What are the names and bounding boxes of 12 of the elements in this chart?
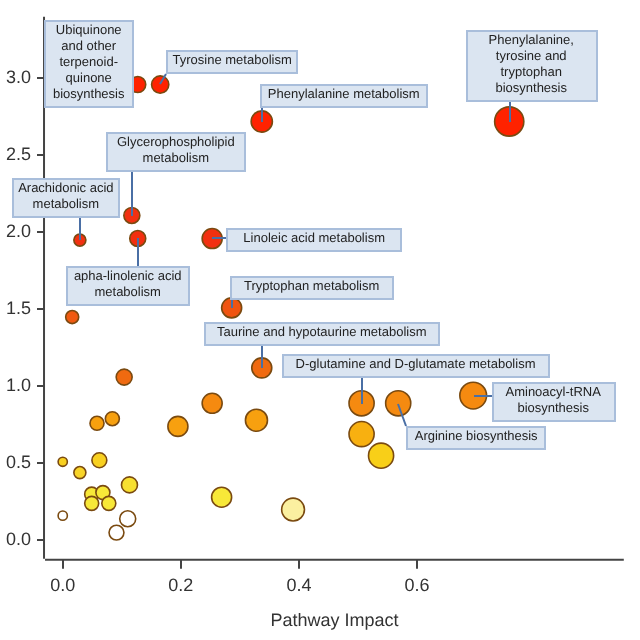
y-tick-label: 2.0: [5, 221, 32, 242]
y-tick-label: 2.5: [5, 144, 32, 165]
x-tick-label: 0.0: [50, 574, 76, 595]
y-tick-label: 3.0: [5, 67, 32, 88]
x-axis-title: Pathway Impact: [270, 610, 400, 631]
x-tick-label: 0.4: [286, 574, 312, 595]
x-tick-label: 0.6: [404, 574, 430, 595]
y-tick-label: 0.5: [5, 452, 32, 473]
y-tick-label: 1.5: [5, 298, 32, 319]
y-tick-label: 1.0: [5, 375, 32, 396]
x-tick-label: 0.2: [168, 574, 194, 595]
y-tick-label: 0.0: [5, 529, 32, 550]
